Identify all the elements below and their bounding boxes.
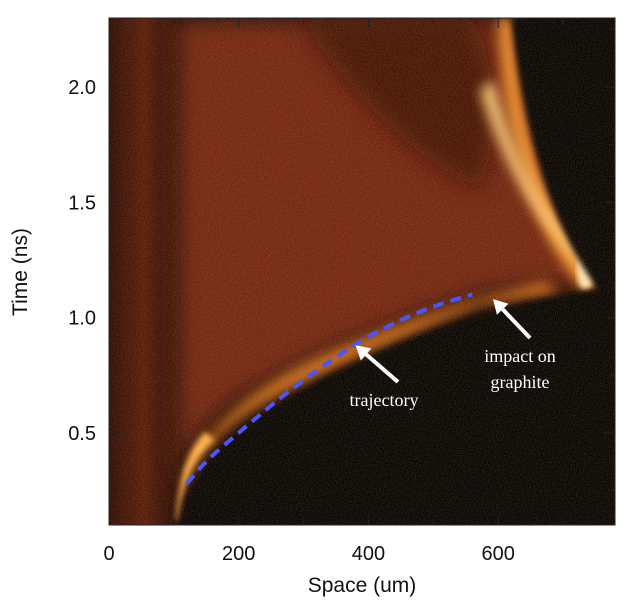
heatmap-image <box>109 18 615 525</box>
y-tick-label: 1.0 <box>68 308 96 330</box>
plot-frame <box>108 17 616 526</box>
y-tick-label: 2.0 <box>68 77 96 99</box>
x-tick-label: 400 <box>352 543 385 565</box>
annotation-arrows <box>355 299 532 384</box>
arrow-head <box>493 299 509 315</box>
annotation-arrow-1 <box>355 345 400 384</box>
x-axis: 0 200 400 600 <box>103 18 564 565</box>
x-tick-label: 600 <box>482 543 515 565</box>
x-tick-label: 0 <box>103 543 114 565</box>
y-axis-title: Time (ns) <box>9 228 32 316</box>
y-axis: 0.5 1.0 1.5 2.0 <box>68 29 615 491</box>
arrow-shaft <box>501 307 532 340</box>
x-axis-title: Space (um) <box>308 574 417 597</box>
trajectory-line <box>185 292 473 485</box>
impact-annotation-line2: graphite <box>491 372 550 392</box>
arrow-head <box>355 345 372 361</box>
y-tick-label: 0.5 <box>68 423 96 445</box>
x-tick-label: 200 <box>222 543 255 565</box>
arrow-shaft <box>364 352 400 384</box>
trajectory-annotation: trajectory <box>350 390 419 410</box>
impact-annotation-line1: impact on <box>484 346 555 366</box>
annotation-arrow-2 <box>493 299 532 340</box>
y-tick-label: 1.5 <box>68 192 96 214</box>
